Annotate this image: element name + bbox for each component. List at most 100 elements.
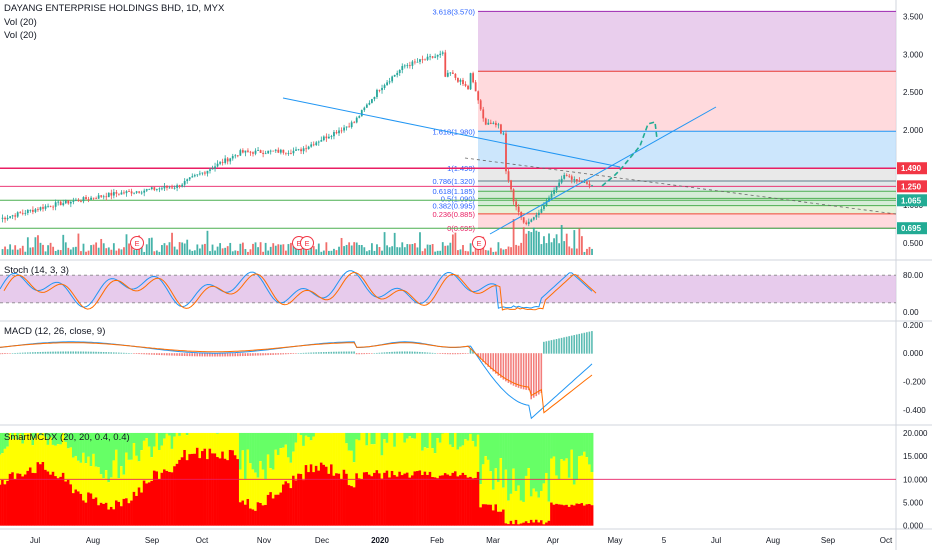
candle-body xyxy=(396,72,399,75)
candle-body xyxy=(386,82,388,86)
smart-green-bar xyxy=(550,432,553,459)
smart-red-bar xyxy=(183,449,187,526)
price-badge-label: 0.695 xyxy=(901,224,922,233)
macd-hist-bar xyxy=(120,352,123,354)
volume-bar xyxy=(317,243,320,255)
volume-bar xyxy=(333,248,335,255)
candle-body xyxy=(272,150,275,152)
candle-body xyxy=(62,203,65,206)
candle-body xyxy=(135,191,138,193)
volume-bar xyxy=(105,248,108,255)
smart-green-bar xyxy=(117,432,121,479)
candle-body xyxy=(472,73,475,83)
macd-hist-bar xyxy=(416,351,419,354)
smart-yellow-bar xyxy=(297,432,300,474)
smart-red-bar xyxy=(8,473,12,526)
smart-yellow-bar xyxy=(41,432,45,462)
smart-red-bar xyxy=(335,473,338,526)
smart-yellow-bar xyxy=(583,451,586,506)
earnings-event-marker xyxy=(300,236,314,250)
smart-yellow-bar xyxy=(312,436,316,473)
candle-body xyxy=(47,205,49,207)
smart-yellow-bar xyxy=(66,448,70,480)
smart-green-bar xyxy=(466,432,470,441)
macd-hist-bar xyxy=(333,351,335,354)
macd-hist-bar xyxy=(358,353,360,355)
smart-red-bar xyxy=(524,521,528,526)
smart-yellow-bar xyxy=(31,445,35,473)
smart-green-bar xyxy=(309,432,313,441)
smart-green-bar xyxy=(99,432,103,475)
stoch-axis-tick: 80.00 xyxy=(903,271,924,280)
volume-bar xyxy=(388,247,391,255)
time-axis-label: 5 xyxy=(662,536,667,545)
candle-body xyxy=(92,197,95,199)
smart-yellow-bar xyxy=(21,443,25,477)
volume-bar xyxy=(287,244,290,255)
macd-hist-bar xyxy=(317,352,320,354)
smart-yellow-bar xyxy=(474,446,478,478)
smart-green-bar xyxy=(244,432,247,480)
candle-body xyxy=(57,201,60,203)
macd-hist-bar xyxy=(241,353,244,357)
smart-green-bar xyxy=(71,432,75,458)
smart-yellow-bar xyxy=(206,432,209,460)
candle-body xyxy=(376,89,378,97)
smart-red-bar xyxy=(550,502,553,526)
smart-red-bar xyxy=(304,465,308,526)
smart-red-bar xyxy=(173,466,176,526)
volume-bar xyxy=(107,247,110,255)
volume-bar xyxy=(431,244,434,255)
smart-green-bar xyxy=(350,432,354,451)
volume-bar xyxy=(14,245,17,255)
smart-green-bar xyxy=(271,432,275,470)
volume-bar xyxy=(467,251,469,255)
macd-hist-bar xyxy=(178,353,181,356)
price-axis-tick: 3.500 xyxy=(903,13,924,22)
candle-body xyxy=(540,208,543,213)
smart-yellow-bar xyxy=(107,482,111,510)
volume-bar xyxy=(565,233,568,255)
smart-green-bar xyxy=(481,432,485,465)
smart-green-bar xyxy=(54,432,58,446)
time-axis-label: Oct xyxy=(196,536,209,545)
smart-yellow-bar xyxy=(370,444,374,477)
volume-bar xyxy=(279,244,282,255)
smart-green-bar xyxy=(529,432,533,497)
macd-hist-bar xyxy=(371,353,373,354)
macd-hist-bar xyxy=(135,353,138,354)
macd-hist-bar xyxy=(16,352,19,354)
smart-yellow-bar xyxy=(152,446,156,471)
candle-body xyxy=(555,186,558,191)
candle-body xyxy=(558,182,561,187)
macd-hist-bar xyxy=(388,352,391,354)
smart-yellow-bar xyxy=(436,438,440,479)
volume-bar xyxy=(320,251,323,255)
candle-body xyxy=(325,136,328,139)
macd-hist-bar xyxy=(47,351,49,354)
smart-red-bar xyxy=(484,504,488,526)
smart-green-bar xyxy=(132,432,136,443)
smart-red-bar xyxy=(180,457,184,526)
fib-label: 1.618(1.980) xyxy=(432,127,475,136)
candle-body xyxy=(307,146,310,149)
volume-bar xyxy=(204,243,206,255)
smart-yellow-bar xyxy=(441,433,445,476)
smart-yellow-bar xyxy=(84,463,88,503)
smart-yellow-bar xyxy=(307,436,311,473)
smart-red-bar xyxy=(312,472,316,526)
smart-red-bar xyxy=(299,473,303,526)
volume-bar xyxy=(26,237,29,255)
smart-red-bar xyxy=(49,474,52,526)
smart-yellow-bar xyxy=(228,432,232,450)
candle-body xyxy=(29,209,32,211)
price-badge xyxy=(897,180,927,193)
smart-yellow-bar xyxy=(410,438,414,476)
volume-bar xyxy=(173,246,176,255)
smart-red-bar xyxy=(565,504,569,526)
smart-green-bar xyxy=(534,432,538,492)
volume-bar xyxy=(267,250,270,255)
smart-yellow-bar xyxy=(226,432,230,461)
smart-green-bar xyxy=(140,432,144,451)
